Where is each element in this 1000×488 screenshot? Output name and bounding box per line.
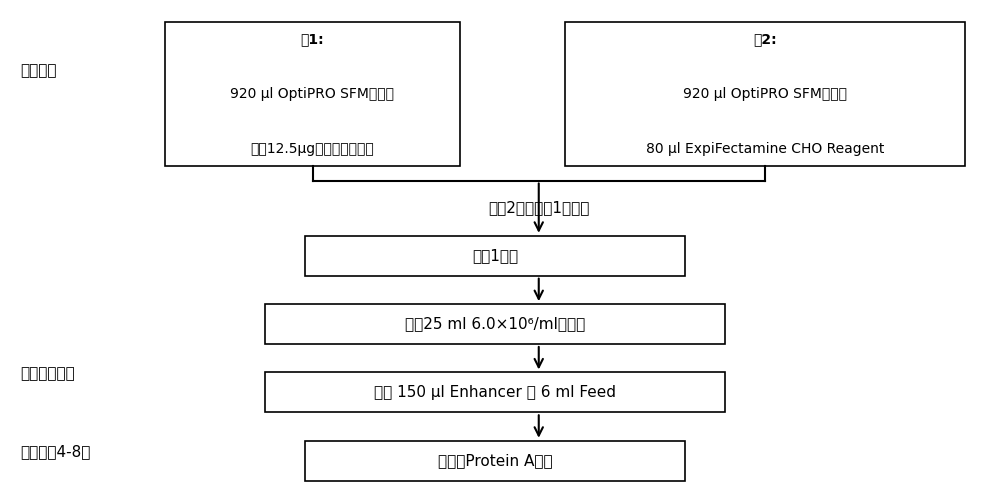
- Bar: [165, 22, 460, 166]
- Text: 孶1:: 孶1:: [301, 32, 324, 46]
- Bar: [305, 236, 685, 276]
- Text: 加入12.5μg重链和轻链质粒: 加入12.5μg重链和轻链质粒: [251, 142, 374, 156]
- Text: 静置1分钟: 静置1分钟: [472, 248, 518, 263]
- Text: 920 μl OptiPRO SFM中加入: 920 μl OptiPRO SFM中加入: [683, 87, 847, 101]
- Text: 加入 150 μl Enhancer 和 6 ml Feed: 加入 150 μl Enhancer 和 6 ml Feed: [374, 385, 616, 400]
- Text: 孶2:: 孶2:: [753, 32, 777, 46]
- Bar: [565, 22, 965, 166]
- Bar: [265, 304, 725, 344]
- Bar: [305, 441, 685, 481]
- Text: 将孶2转移到孶1中混匀: 将孶2转移到孶1中混匀: [488, 200, 589, 215]
- Text: 920 μl OptiPRO SFM中分别: 920 μl OptiPRO SFM中分别: [230, 87, 394, 101]
- Text: 80 μl ExpiFectamine CHO Reagent: 80 μl ExpiFectamine CHO Reagent: [646, 142, 884, 156]
- Text: 转染当天: 转染当天: [20, 63, 56, 78]
- Text: 转染后第一天: 转染后第一天: [20, 366, 75, 381]
- Bar: [265, 372, 725, 412]
- Text: 转染后兀4-8天: 转染后兀4-8天: [20, 444, 90, 459]
- Text: 加入25 ml 6.0×10⁶/ml细胞中: 加入25 ml 6.0×10⁶/ml细胞中: [405, 317, 585, 331]
- Text: 收样，Protein A纯化: 收样，Protein A纯化: [438, 453, 552, 468]
